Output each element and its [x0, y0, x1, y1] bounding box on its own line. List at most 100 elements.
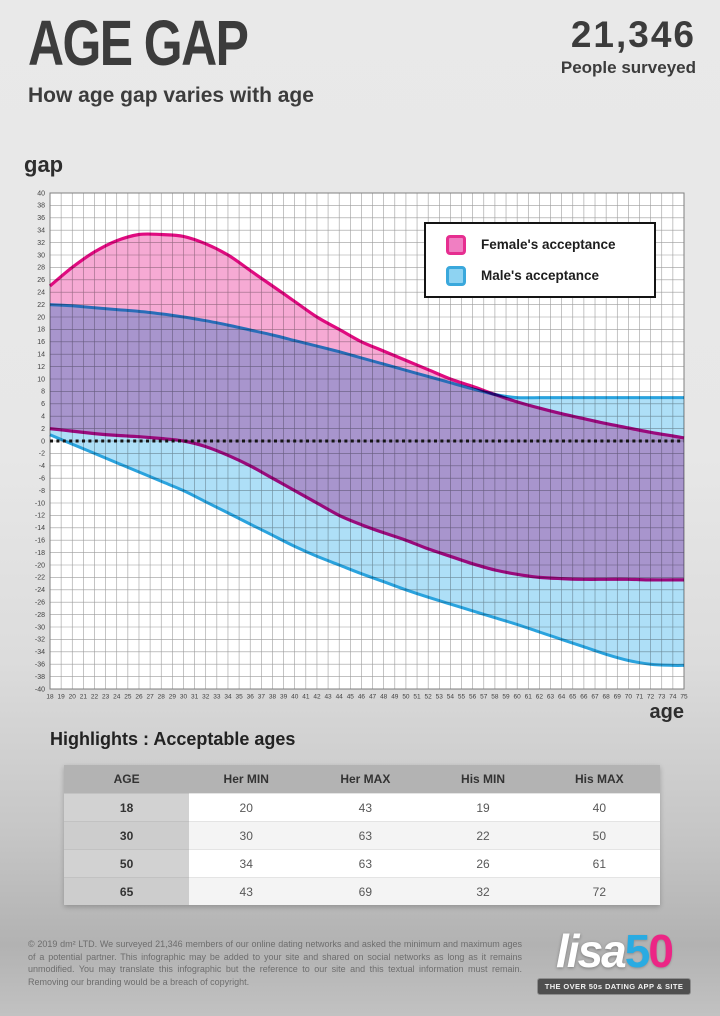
table-row: 65 43 69 32 72 — [64, 877, 660, 905]
svg-text:-22: -22 — [35, 575, 45, 582]
svg-text:34: 34 — [37, 228, 45, 235]
cell-age: 50 — [64, 849, 190, 878]
survey-summary: 21,346 People surveyed — [561, 14, 696, 78]
svg-text:6: 6 — [41, 401, 45, 408]
svg-text:40: 40 — [37, 190, 45, 197]
cell-her-max: 63 — [303, 849, 428, 878]
svg-text:36: 36 — [37, 215, 45, 222]
logo-tagline-badge: THE OVER 50s DATING APP & SITE — [536, 978, 692, 995]
acceptable-ages-table: AGE Her MIN Her MAX His MIN His MAX 18 2… — [64, 765, 660, 905]
survey-count-label: People surveyed — [560, 58, 696, 77]
survey-count: 21,346 — [570, 14, 696, 55]
svg-text:40: 40 — [291, 694, 299, 701]
svg-text:59: 59 — [502, 694, 510, 701]
svg-text:-28: -28 — [35, 612, 45, 619]
svg-text:-18: -18 — [35, 550, 45, 557]
cell-his-min: 32 — [427, 877, 539, 905]
svg-text:-30: -30 — [35, 624, 45, 631]
male-swatch-icon — [446, 265, 466, 286]
svg-text:74: 74 — [669, 694, 677, 701]
svg-text:-10: -10 — [35, 500, 45, 507]
svg-text:33: 33 — [213, 694, 221, 701]
svg-text:23: 23 — [102, 694, 110, 701]
svg-text:-8: -8 — [39, 488, 45, 495]
svg-text:70: 70 — [625, 694, 633, 701]
svg-text:45: 45 — [347, 694, 355, 701]
page-subtitle: How age gap varies with age — [28, 84, 314, 107]
cell-her-max: 69 — [303, 877, 428, 905]
svg-text:32: 32 — [202, 694, 210, 701]
highlights-title: Highlights : Acceptable ages — [50, 729, 296, 749]
svg-text:68: 68 — [603, 694, 611, 701]
svg-text:72: 72 — [647, 694, 655, 701]
cell-his-max: 72 — [538, 877, 660, 905]
cell-his-max: 50 — [538, 821, 660, 850]
svg-text:-4: -4 — [39, 463, 45, 470]
cell-her-min: 34 — [189, 849, 304, 878]
svg-text:73: 73 — [658, 694, 666, 701]
svg-text:16: 16 — [37, 339, 45, 346]
svg-text:53: 53 — [436, 694, 444, 701]
svg-text:-38: -38 — [35, 674, 45, 681]
svg-text:58: 58 — [491, 694, 499, 701]
col-header-his-max: His MAX — [538, 765, 660, 794]
svg-text:41: 41 — [302, 694, 310, 701]
svg-text:57: 57 — [480, 694, 488, 701]
svg-text:12: 12 — [37, 364, 45, 371]
svg-text:52: 52 — [425, 694, 433, 701]
svg-text:-36: -36 — [35, 662, 45, 669]
svg-text:21: 21 — [80, 694, 88, 701]
svg-text:38: 38 — [269, 694, 277, 701]
table-row: 18 20 43 19 40 — [64, 793, 660, 822]
cell-his-max: 40 — [538, 793, 660, 822]
chart-legend: Female's acceptance Male's acceptance — [424, 222, 656, 298]
logo-text-0: 0 — [648, 925, 674, 977]
svg-text:28: 28 — [37, 265, 45, 272]
svg-text:31: 31 — [191, 694, 199, 701]
svg-text:-34: -34 — [35, 649, 45, 656]
svg-text:60: 60 — [514, 694, 522, 701]
svg-text:-2: -2 — [39, 451, 45, 458]
svg-text:37: 37 — [258, 694, 266, 701]
svg-text:62: 62 — [536, 694, 544, 701]
female-swatch-icon — [446, 234, 466, 255]
y-axis-title: gap — [24, 152, 64, 177]
svg-text:18: 18 — [46, 694, 54, 701]
legend-item-female: Female's acceptance — [446, 234, 654, 255]
svg-text:51: 51 — [413, 694, 421, 701]
svg-text:-20: -20 — [35, 562, 45, 569]
cell-his-min: 26 — [427, 849, 539, 878]
copyright-text: © 2019 dm² LTD. We surveyed 21,346 membe… — [28, 939, 522, 987]
svg-text:43: 43 — [324, 694, 332, 701]
svg-text:46: 46 — [358, 694, 366, 701]
svg-text:39: 39 — [280, 694, 288, 701]
cell-age: 30 — [64, 821, 190, 850]
cell-age: 18 — [64, 793, 190, 822]
svg-text:19: 19 — [58, 694, 66, 701]
age-gap-chart: gap 40 38 36 34 32 30 28 26 24 22 20 18 16 14 12 10 8 6 4 2… — [0, 150, 720, 736]
x-axis-tick-labels: 18 19 20 21 22 23 24 25 26 27 28 29 30 31 32 33 34 35 36 37… — [46, 694, 688, 701]
svg-text:-40: -40 — [35, 686, 45, 693]
svg-text:67: 67 — [591, 694, 599, 701]
table-header-row: AGE Her MIN Her MAX His MIN His MAX — [64, 765, 660, 794]
svg-text:36: 36 — [247, 694, 255, 701]
svg-text:22: 22 — [37, 302, 45, 309]
col-header-her-max: Her MAX — [303, 765, 428, 794]
svg-text:-6: -6 — [39, 476, 45, 483]
svg-text:0: 0 — [41, 438, 45, 445]
svg-text:-14: -14 — [35, 525, 45, 532]
svg-text:69: 69 — [614, 694, 622, 701]
svg-text:64: 64 — [558, 694, 566, 701]
svg-text:26: 26 — [37, 277, 45, 284]
svg-text:49: 49 — [391, 694, 399, 701]
svg-text:61: 61 — [525, 694, 533, 701]
svg-text:22: 22 — [91, 694, 99, 701]
cell-her-max: 63 — [303, 821, 428, 850]
svg-text:42: 42 — [313, 694, 321, 701]
svg-text:75: 75 — [680, 694, 688, 701]
logo-text-lisa: lisa — [556, 925, 627, 977]
svg-text:2: 2 — [41, 426, 45, 433]
his-max-line — [49, 303, 684, 400]
svg-text:-26: -26 — [35, 600, 45, 607]
svg-text:10: 10 — [37, 376, 45, 383]
